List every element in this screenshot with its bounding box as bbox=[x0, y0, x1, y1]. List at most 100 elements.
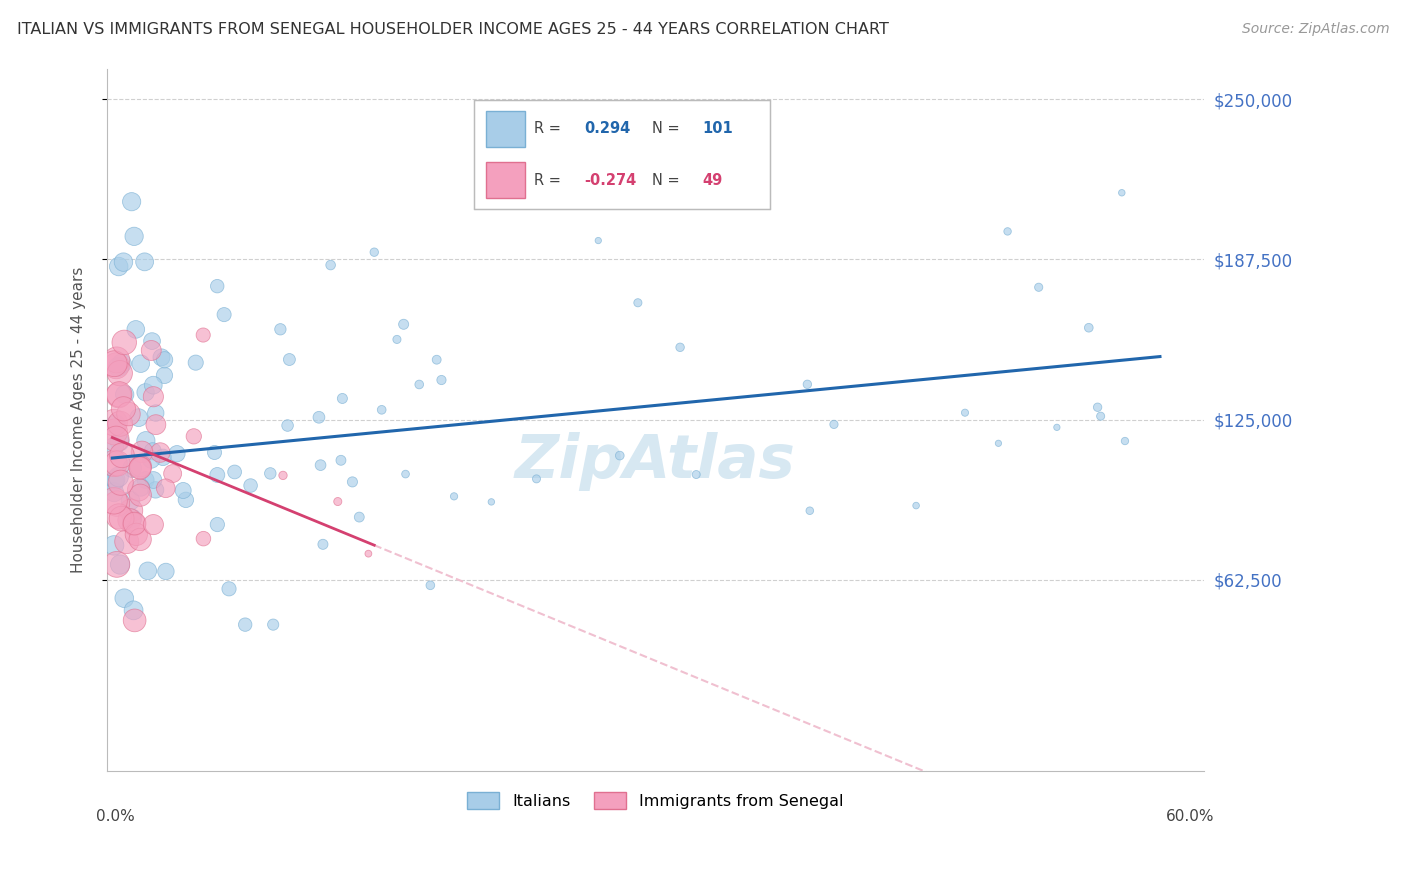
Point bbox=[103, 493, 125, 508]
Point bbox=[135, 473, 157, 487]
Point bbox=[129, 357, 152, 371]
Point bbox=[131, 445, 153, 459]
Point bbox=[112, 591, 135, 606]
Point bbox=[218, 582, 240, 596]
Point bbox=[308, 410, 330, 425]
Point bbox=[342, 475, 364, 489]
Point bbox=[1028, 280, 1050, 294]
Point bbox=[363, 245, 385, 260]
Point bbox=[120, 503, 142, 517]
Point bbox=[905, 499, 928, 513]
Point bbox=[134, 255, 156, 269]
Point bbox=[385, 333, 408, 347]
Point bbox=[1111, 186, 1133, 200]
Point bbox=[110, 475, 132, 490]
Point bbox=[987, 436, 1010, 450]
Point bbox=[105, 352, 128, 367]
Point bbox=[107, 470, 129, 484]
Point bbox=[823, 417, 845, 432]
Point bbox=[129, 488, 152, 502]
Point bbox=[319, 258, 342, 272]
Point bbox=[204, 445, 226, 459]
Point bbox=[329, 453, 352, 467]
Point bbox=[627, 295, 650, 310]
Point bbox=[155, 565, 177, 579]
Legend: Italians, Immigrants from Senegal: Italians, Immigrants from Senegal bbox=[461, 785, 849, 815]
Text: ZipAtlas: ZipAtlas bbox=[515, 433, 796, 491]
Point bbox=[166, 447, 188, 461]
Point bbox=[129, 460, 152, 475]
Point bbox=[162, 467, 184, 481]
Point bbox=[111, 357, 134, 371]
Point bbox=[103, 475, 125, 489]
Point bbox=[103, 416, 125, 430]
Point bbox=[104, 417, 127, 432]
Point bbox=[105, 359, 128, 373]
Point bbox=[430, 373, 453, 387]
Point bbox=[125, 527, 148, 541]
Point bbox=[114, 387, 136, 401]
Point bbox=[349, 510, 371, 524]
Text: Source: ZipAtlas.com: Source: ZipAtlas.com bbox=[1241, 22, 1389, 37]
Point bbox=[128, 410, 150, 425]
Point bbox=[142, 390, 165, 404]
Point bbox=[278, 352, 301, 367]
Point bbox=[117, 407, 139, 421]
Point bbox=[125, 322, 148, 336]
Point bbox=[103, 538, 125, 552]
Point bbox=[145, 417, 167, 432]
Point bbox=[796, 377, 818, 392]
Point bbox=[309, 458, 332, 472]
Point bbox=[108, 417, 131, 431]
Point bbox=[112, 335, 135, 350]
Point bbox=[271, 468, 294, 483]
Point bbox=[122, 229, 145, 244]
Point bbox=[142, 517, 165, 532]
Point bbox=[141, 334, 163, 348]
Point bbox=[269, 322, 291, 336]
Point bbox=[183, 429, 205, 443]
Point bbox=[394, 467, 416, 481]
Point bbox=[419, 578, 441, 592]
Point bbox=[479, 495, 502, 509]
Point bbox=[129, 481, 152, 495]
Point bbox=[357, 547, 380, 561]
Point bbox=[141, 343, 163, 358]
Point bbox=[128, 483, 150, 497]
Point bbox=[669, 340, 692, 354]
Point bbox=[107, 359, 129, 374]
Point bbox=[172, 483, 194, 498]
Point bbox=[135, 434, 157, 448]
Point bbox=[153, 352, 176, 367]
Point bbox=[118, 513, 141, 527]
Text: 60.0%: 60.0% bbox=[1166, 809, 1215, 824]
Point bbox=[332, 392, 354, 406]
Point bbox=[112, 401, 135, 416]
Point bbox=[103, 456, 125, 470]
Point bbox=[212, 308, 235, 322]
Point bbox=[122, 603, 145, 617]
Point bbox=[262, 617, 284, 632]
Point bbox=[103, 425, 125, 439]
Point bbox=[145, 483, 167, 497]
Point bbox=[105, 497, 128, 511]
Point bbox=[609, 449, 631, 463]
Point bbox=[707, 147, 730, 161]
Text: 0.0%: 0.0% bbox=[96, 809, 135, 824]
Point bbox=[121, 511, 143, 525]
Point bbox=[122, 517, 145, 532]
Point bbox=[1090, 409, 1112, 424]
Point bbox=[155, 481, 177, 495]
Point bbox=[392, 318, 415, 332]
Point bbox=[105, 432, 128, 446]
Point bbox=[107, 388, 129, 402]
Point bbox=[312, 537, 335, 551]
Point bbox=[142, 444, 165, 458]
Point bbox=[129, 459, 152, 474]
Point bbox=[370, 402, 392, 417]
Point bbox=[108, 434, 131, 449]
Point bbox=[142, 473, 165, 487]
Point bbox=[103, 357, 125, 371]
Point bbox=[443, 489, 465, 503]
Point bbox=[239, 478, 262, 492]
